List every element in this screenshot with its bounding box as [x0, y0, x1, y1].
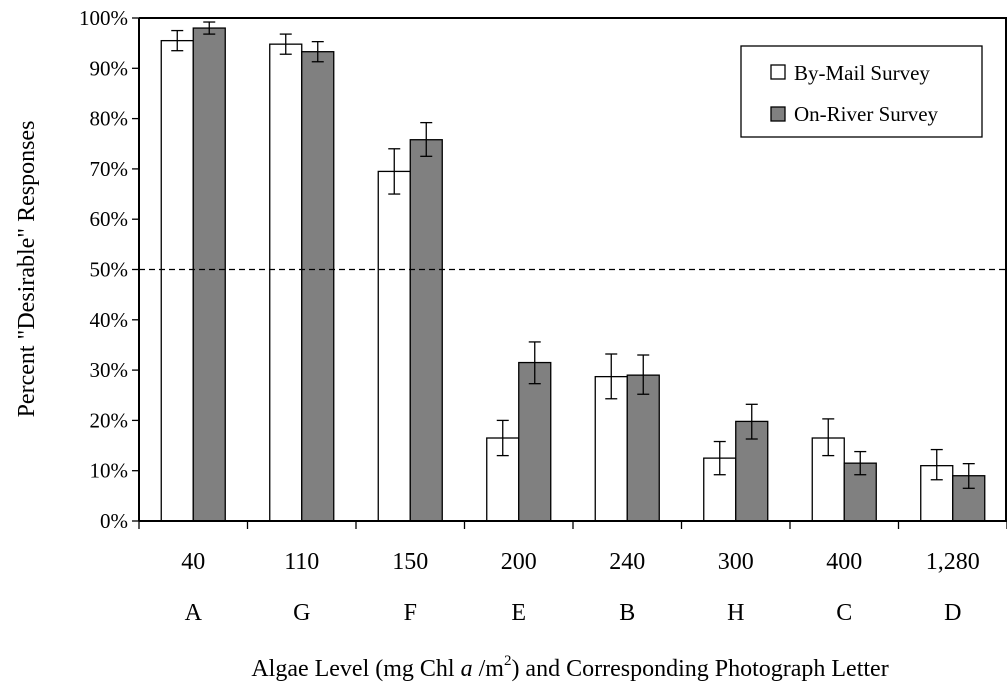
photo-letter-label: C — [836, 600, 852, 626]
photo-letter-label: A — [185, 600, 203, 626]
legend-label-on-river: On-River Survey — [794, 102, 939, 126]
bar-by-mail — [594, 375, 628, 522]
x-category-label: 300 — [718, 549, 754, 575]
y-tick-label: 90% — [90, 56, 129, 80]
bar-on-river — [192, 27, 226, 522]
bar-by-mail — [269, 43, 303, 522]
x-axis-title: Algae Level (mg Chl a /m2) and Correspon… — [251, 653, 888, 682]
bar-on-river — [626, 374, 660, 522]
y-tick-label: 100% — [79, 6, 128, 30]
x-axis-ticks — [138, 521, 1007, 529]
bar-on-river — [518, 361, 552, 522]
y-axis-ticks: 0% 10% 20% 30% 40% 50% 60% 70% 80% 90% 100% — [79, 6, 139, 533]
y-tick-label: 30% — [90, 358, 129, 382]
bar-on-river — [409, 139, 443, 522]
y-tick-label: 70% — [90, 157, 129, 181]
bars — [160, 27, 986, 522]
x-category-label: 110 — [284, 549, 319, 575]
bar-on-river — [301, 51, 335, 522]
legend-label-by-mail: By-Mail Survey — [794, 61, 930, 85]
legend: By-Mail Survey On-River Survey — [740, 45, 983, 138]
photo-letter-label: D — [944, 600, 961, 626]
y-axis-title: Percent "Desirable" Responses — [14, 121, 40, 418]
x-category-label: 400 — [826, 549, 862, 575]
x-category-label: 240 — [609, 549, 645, 575]
y-tick-label: 80% — [90, 107, 129, 131]
category-labels: 40 A 110 G 150 F 200 E 240 B 300 H 400 C 1,280 D — [181, 549, 980, 626]
x-category-label: 200 — [501, 549, 537, 575]
photo-letter-label: H — [727, 600, 744, 626]
x-category-label: 1,280 — [926, 549, 980, 575]
legend-swatch-on-river — [770, 106, 786, 122]
y-tick-label: 40% — [90, 308, 129, 332]
photo-letter-label: F — [404, 600, 417, 626]
bar-by-mail — [377, 170, 411, 522]
x-category-label: 40 — [181, 549, 205, 575]
photo-letter-label: E — [511, 600, 526, 626]
legend-swatch-by-mail — [770, 64, 786, 80]
y-tick-label: 50% — [90, 258, 129, 282]
y-tick-label: 0% — [100, 509, 128, 533]
photo-letter-label: G — [293, 600, 310, 626]
error-bars — [171, 21, 975, 489]
y-tick-label: 60% — [90, 207, 129, 231]
y-tick-label: 20% — [90, 408, 129, 432]
y-tick-label: 10% — [90, 459, 129, 483]
photo-letter-label: B — [619, 600, 635, 626]
bar-by-mail — [160, 39, 194, 522]
x-category-label: 150 — [392, 549, 428, 575]
